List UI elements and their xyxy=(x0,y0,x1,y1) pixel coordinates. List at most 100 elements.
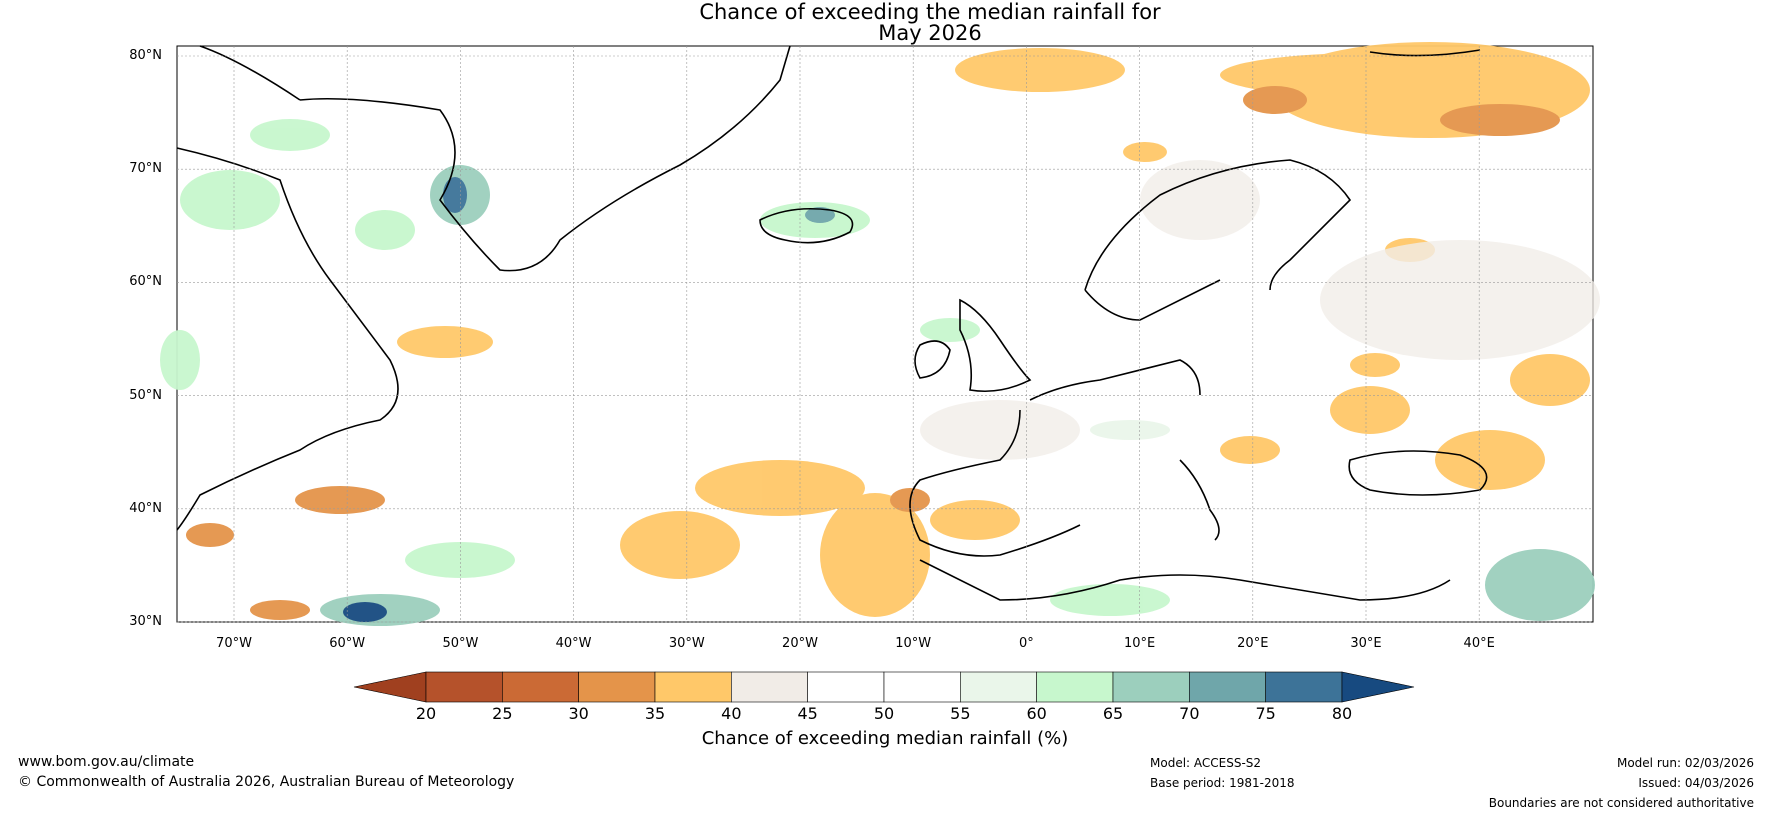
coast-svalbard xyxy=(1369,49,1481,57)
colorbar-tick-label: 35 xyxy=(644,704,666,723)
shade-area xyxy=(1050,584,1170,616)
colorbar-tick-label: 30 xyxy=(568,704,589,723)
shade-area xyxy=(955,48,1125,92)
probability-shading xyxy=(160,42,1600,626)
shade-area xyxy=(1435,430,1545,490)
copyright-text: © Commonwealth of Australia 2026, Austra… xyxy=(18,774,515,790)
latitude-label: 40°N xyxy=(129,500,162,516)
shade-area xyxy=(620,511,740,579)
colorbar-tick-label: 70 xyxy=(1179,704,1200,723)
coast-scandinavia xyxy=(1084,159,1352,321)
colorbar-tick-label: 80 xyxy=(1331,704,1353,723)
shade-area xyxy=(805,207,835,223)
shade-area xyxy=(1243,86,1307,114)
shade-area xyxy=(250,600,310,620)
colorbar-segment xyxy=(578,671,656,703)
latitude-label: 30°N xyxy=(129,614,162,629)
latitude-label: 50°N xyxy=(129,387,162,403)
colorbar-segment xyxy=(1189,671,1266,703)
shade-area xyxy=(295,486,385,514)
chart-title-line1: Chance of exceeding the median rainfall … xyxy=(699,0,1161,24)
latitude-label: 60°N xyxy=(129,274,162,290)
coast-europe xyxy=(909,359,1201,557)
longitude-label: 60°W xyxy=(329,636,366,651)
colorbar-tick-label: 65 xyxy=(1102,704,1124,723)
coast-north-america xyxy=(176,147,399,531)
colorbar-segment xyxy=(1036,671,1114,703)
colorbar-tick-label: 75 xyxy=(1255,704,1276,723)
colorbar-segment xyxy=(425,671,503,703)
shade-area xyxy=(1123,142,1167,162)
colorbar-segment xyxy=(1112,671,1190,703)
longitude-label: 40°W xyxy=(555,636,592,651)
colorbar-extend-low xyxy=(353,671,427,703)
colorbar-segment xyxy=(807,671,885,703)
colorbar-tick-label: 25 xyxy=(492,704,513,723)
longitude-label: 10°W xyxy=(895,636,932,651)
coast-greenland-west xyxy=(199,45,301,101)
shade-area xyxy=(820,493,930,617)
shade-area xyxy=(1220,436,1280,464)
colorbar-tick-label: 45 xyxy=(797,704,818,723)
model-text: Model: ACCESS-S2 xyxy=(1150,756,1262,770)
latitude-label: 80°N xyxy=(129,48,162,63)
longitude-label: 20°W xyxy=(782,636,818,651)
shade-area xyxy=(920,400,1080,460)
coast-greenland xyxy=(299,45,791,272)
latitude-label: 70°N xyxy=(129,161,162,177)
shade-area xyxy=(405,542,515,578)
coast-iceland xyxy=(759,207,854,244)
coast-ireland xyxy=(914,340,951,379)
longitude-label: 70°W xyxy=(216,636,252,651)
shade-area xyxy=(1140,160,1260,240)
shade-area xyxy=(920,318,980,342)
colorbar-segment xyxy=(654,671,732,703)
longitude-label: 0° xyxy=(1019,636,1034,651)
colorbar xyxy=(353,671,1415,703)
shade-area xyxy=(1220,53,1520,97)
longitude-label: 40°E xyxy=(1463,636,1495,651)
colorbar-segment xyxy=(1265,671,1343,703)
map-plot-area xyxy=(160,42,1600,626)
longitude-label: 10°E xyxy=(1123,636,1156,651)
colorbar-tick-label: 60 xyxy=(1026,704,1047,723)
longitude-label: 30°E xyxy=(1350,636,1382,651)
longitude-label: 30°W xyxy=(668,636,705,651)
shade-area xyxy=(186,523,234,547)
shade-area xyxy=(1485,549,1595,621)
shade-area xyxy=(1090,420,1170,440)
shade-area xyxy=(343,602,387,622)
shade-area xyxy=(180,170,280,230)
shade-area xyxy=(930,500,1020,540)
shade-area xyxy=(1440,104,1560,136)
colorbar-segment xyxy=(502,671,579,703)
shade-area xyxy=(1320,240,1600,360)
colorbar-segment xyxy=(731,671,808,703)
gridlines xyxy=(177,46,1593,623)
shade-area xyxy=(397,326,493,358)
shade-area xyxy=(1330,386,1410,434)
colorbar-tick-label: 20 xyxy=(415,704,437,723)
model-run-text: Model run: 02/03/2026 xyxy=(1616,756,1754,770)
coastlines xyxy=(176,45,1488,601)
shade-area xyxy=(443,177,467,213)
website-link[interactable]: www.bom.gov.au/climate xyxy=(18,754,195,770)
shade-area xyxy=(355,210,415,250)
colorbar-extend-high xyxy=(1341,671,1415,703)
shade-area xyxy=(1350,353,1400,377)
coast-great-britain xyxy=(959,298,1032,393)
colorbar-segment xyxy=(883,671,961,703)
coast-north-africa xyxy=(919,559,1451,601)
colorbar-tick-label: 40 xyxy=(721,704,742,723)
chart-title-line2: May 2026 xyxy=(878,21,982,45)
colorbar-tick-label: 55 xyxy=(950,704,971,723)
colorbar-segment xyxy=(960,671,1037,703)
shade-area xyxy=(250,119,330,151)
longitude-label: 50°W xyxy=(442,636,479,651)
base-period-text: Base period: 1981-2018 xyxy=(1150,776,1295,790)
shade-area xyxy=(1510,354,1590,406)
colorbar-label: Chance of exceeding median rainfall (%) xyxy=(701,728,1069,749)
coast-black-sea xyxy=(1348,450,1488,496)
shade-area xyxy=(695,460,865,516)
